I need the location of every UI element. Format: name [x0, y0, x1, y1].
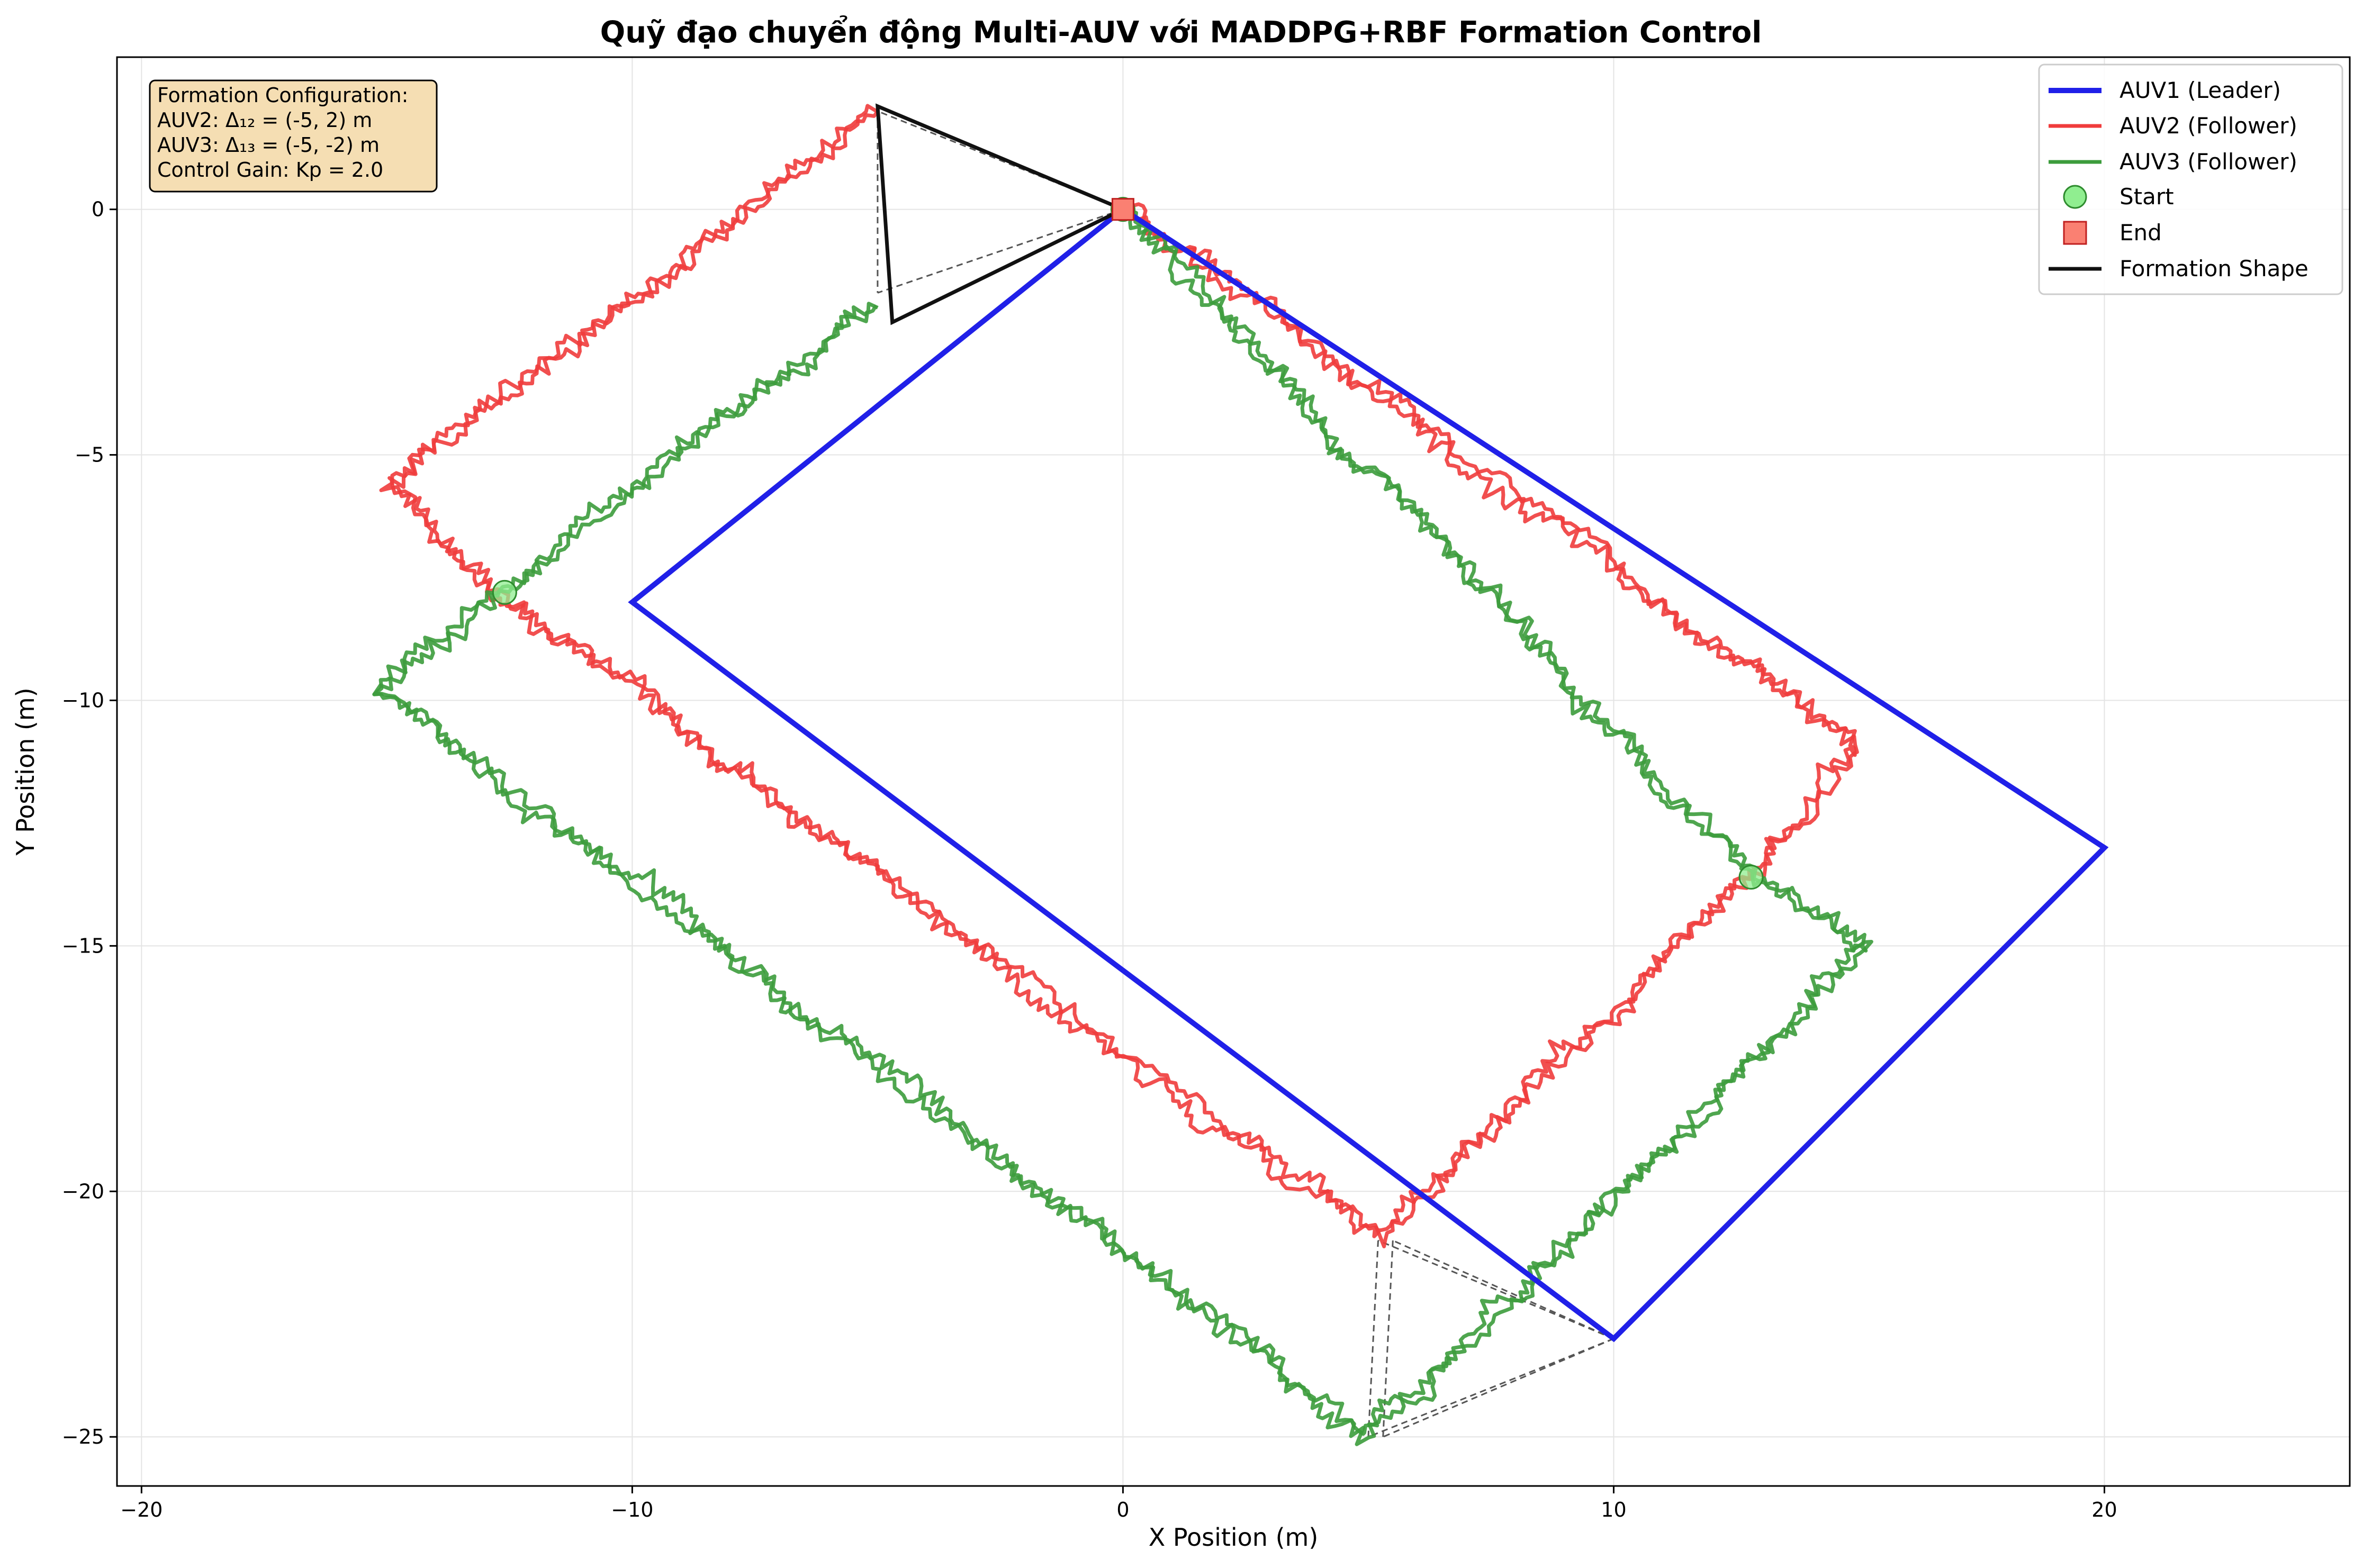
y-tick-label: −5 — [75, 443, 104, 467]
formation-link — [1367, 1240, 1379, 1437]
y-tick-label: −15 — [62, 934, 104, 957]
legend-label-auv1: AUV1 (Leader) — [2120, 77, 2281, 103]
x-tick-label: 20 — [2091, 1498, 2117, 1521]
info-line: Control Gain: Kp = 2.0 — [157, 158, 383, 182]
end-marker — [1111, 198, 1134, 221]
x-tick-label: −20 — [120, 1498, 163, 1521]
legend-frame — [2038, 64, 2343, 295]
formation-link — [1368, 1338, 1615, 1438]
y-tick-label: 0 — [92, 198, 104, 221]
series-line-auv2-pass2 — [387, 110, 1859, 1248]
series-line-auv2 — [379, 104, 1857, 1238]
formation-shape — [876, 103, 1124, 325]
x-axis-label: X Position (m) — [1149, 1523, 1319, 1552]
legend-entry-formation: Formation Shape — [2049, 256, 2308, 282]
formation-link — [877, 209, 1123, 294]
legend-entry-start: Start — [2063, 184, 2174, 210]
legend-entry-auv1: AUV1 (Leader) — [2049, 77, 2281, 103]
info-line: AUV3: Δ₁₃ = (-5, -2) m — [157, 133, 380, 157]
info-line: AUV2: Δ₁₂ = (-5, 2) m — [157, 108, 372, 132]
legend-label-end: End — [2120, 220, 2162, 246]
formation-links — [877, 110, 1615, 1438]
legend: AUV1 (Leader) AUV2 (Follower) AUV3 (Foll… — [2038, 64, 2343, 295]
legend-label-auv2: AUV2 (Follower) — [2120, 113, 2297, 139]
plot-area — [117, 57, 2350, 1486]
series-line-auv3 — [372, 209, 1868, 1446]
y-tick-label: −10 — [62, 688, 104, 712]
legend-entry-end: End — [2063, 220, 2162, 246]
x-tick-label: 10 — [1601, 1498, 1626, 1521]
y-tick-label: −20 — [62, 1180, 104, 1203]
legend-entry-auv3: AUV3 (Follower) — [2049, 149, 2297, 175]
y-axis-label: Y Position (m) — [11, 687, 40, 856]
formation-link — [1392, 1239, 1615, 1340]
start-marker — [492, 579, 517, 605]
axis-ticks: −20 −10 0 10 20 0 −5 −10 −15 −20 −25 — [62, 198, 2117, 1521]
marker-layer — [492, 197, 1764, 890]
y-tick-label: −25 — [62, 1425, 104, 1448]
series-line-auv1 — [628, 207, 2109, 1343]
formation-link — [1382, 1240, 1394, 1437]
x-tick-label: 0 — [1116, 1498, 1129, 1521]
x-tick-label: −10 — [611, 1498, 653, 1521]
series-layer — [372, 104, 2109, 1446]
legend-label-start: Start — [2120, 184, 2174, 210]
plot-frame — [116, 56, 2351, 1487]
legend-entry-auv2: AUV2 (Follower) — [2049, 113, 2297, 139]
legend-label-auv3: AUV3 (Follower) — [2120, 149, 2297, 175]
formation-link — [1377, 1239, 1615, 1340]
legend-label-formation: Formation Shape — [2120, 256, 2308, 282]
info-line: Formation Configuration: — [157, 84, 408, 107]
chart-title: Quỹ đạo chuyển động Multi-AUV với MADDPG… — [600, 15, 1762, 50]
grid-lines — [117, 57, 2350, 1486]
info-box: Formation Configuration: AUV2: Δ₁₂ = (-5… — [149, 79, 438, 193]
legend-swatch-end-square-icon — [2063, 221, 2087, 245]
info-box-frame — [149, 79, 438, 193]
series-line-auv3-pass2 — [372, 207, 1873, 1436]
legend-swatch-start-circle-icon — [2063, 185, 2087, 209]
formation-layer — [876, 103, 1124, 325]
start-marker — [1738, 864, 1764, 890]
